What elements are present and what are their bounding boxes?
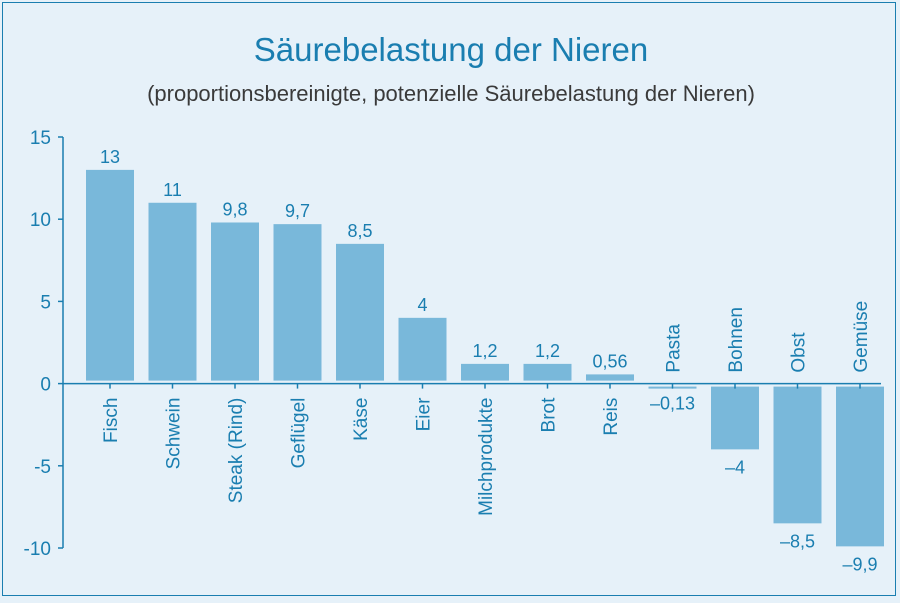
category-label: Bohnen — [726, 307, 747, 373]
bar — [773, 386, 822, 524]
y-tick-label: 10 — [30, 210, 51, 231]
chart-title: Säurebelastung der Nieren — [254, 31, 648, 68]
category-label: Gemüse — [851, 301, 872, 373]
y-tick-label: 0 — [40, 375, 51, 396]
bar — [398, 317, 447, 381]
chart-frame: Säurebelastung der Nieren (proportionsbe… — [2, 2, 896, 596]
data-label: –0,13 — [650, 394, 695, 414]
bar — [86, 169, 134, 381]
data-label: –9,9 — [842, 554, 877, 574]
bar — [523, 363, 572, 381]
category-label: Obst — [789, 332, 810, 373]
y-axis: 15 10 5 0 -5 -10 — [24, 128, 64, 560]
category-label: Milchprodukte — [476, 398, 497, 516]
data-label: 4 — [417, 295, 427, 315]
bar — [148, 202, 197, 381]
y-tick-label: -5 — [34, 457, 51, 478]
category-label: Geflügel — [289, 398, 310, 469]
data-label: 9,7 — [285, 201, 310, 221]
data-label: 11 — [163, 180, 182, 200]
data-label: 13 — [100, 147, 120, 167]
category-label: Brot — [539, 397, 560, 433]
category-label: Pasta — [664, 324, 685, 373]
bar-chart: Säurebelastung der Nieren (proportionsbe… — [24, 31, 884, 574]
chart-subtitle: (proportionsbereinigte, potenzielle Säur… — [147, 81, 755, 106]
data-label: –8,5 — [780, 531, 815, 551]
data-label: 1,2 — [472, 341, 497, 361]
category-label: Fisch — [101, 398, 122, 443]
y-tick-label: -10 — [24, 539, 51, 560]
category-label: Käse — [351, 398, 372, 441]
data-label: 1,2 — [535, 341, 560, 361]
bar — [586, 374, 634, 381]
y-tick-label: 15 — [30, 128, 51, 149]
bar — [273, 224, 322, 381]
category-label: Steak (Rind) — [226, 398, 247, 504]
bar — [211, 222, 259, 381]
bar — [461, 363, 509, 381]
category-label: Schwein — [164, 398, 185, 470]
data-label: –4 — [725, 457, 745, 477]
bars-group: 13 Fisch 11 Schwein 9,8 Steak (Rind) 9,7 Geflüg… — [86, 147, 884, 574]
y-tick-label: 5 — [40, 292, 51, 313]
data-label: 0,56 — [592, 351, 627, 371]
category-label: Eier — [414, 397, 435, 431]
category-label: Reis — [601, 398, 622, 436]
data-label: 8,5 — [347, 221, 372, 241]
bar — [711, 386, 759, 450]
bar — [836, 386, 884, 547]
bar — [336, 243, 384, 381]
data-label: 9,8 — [222, 199, 247, 219]
